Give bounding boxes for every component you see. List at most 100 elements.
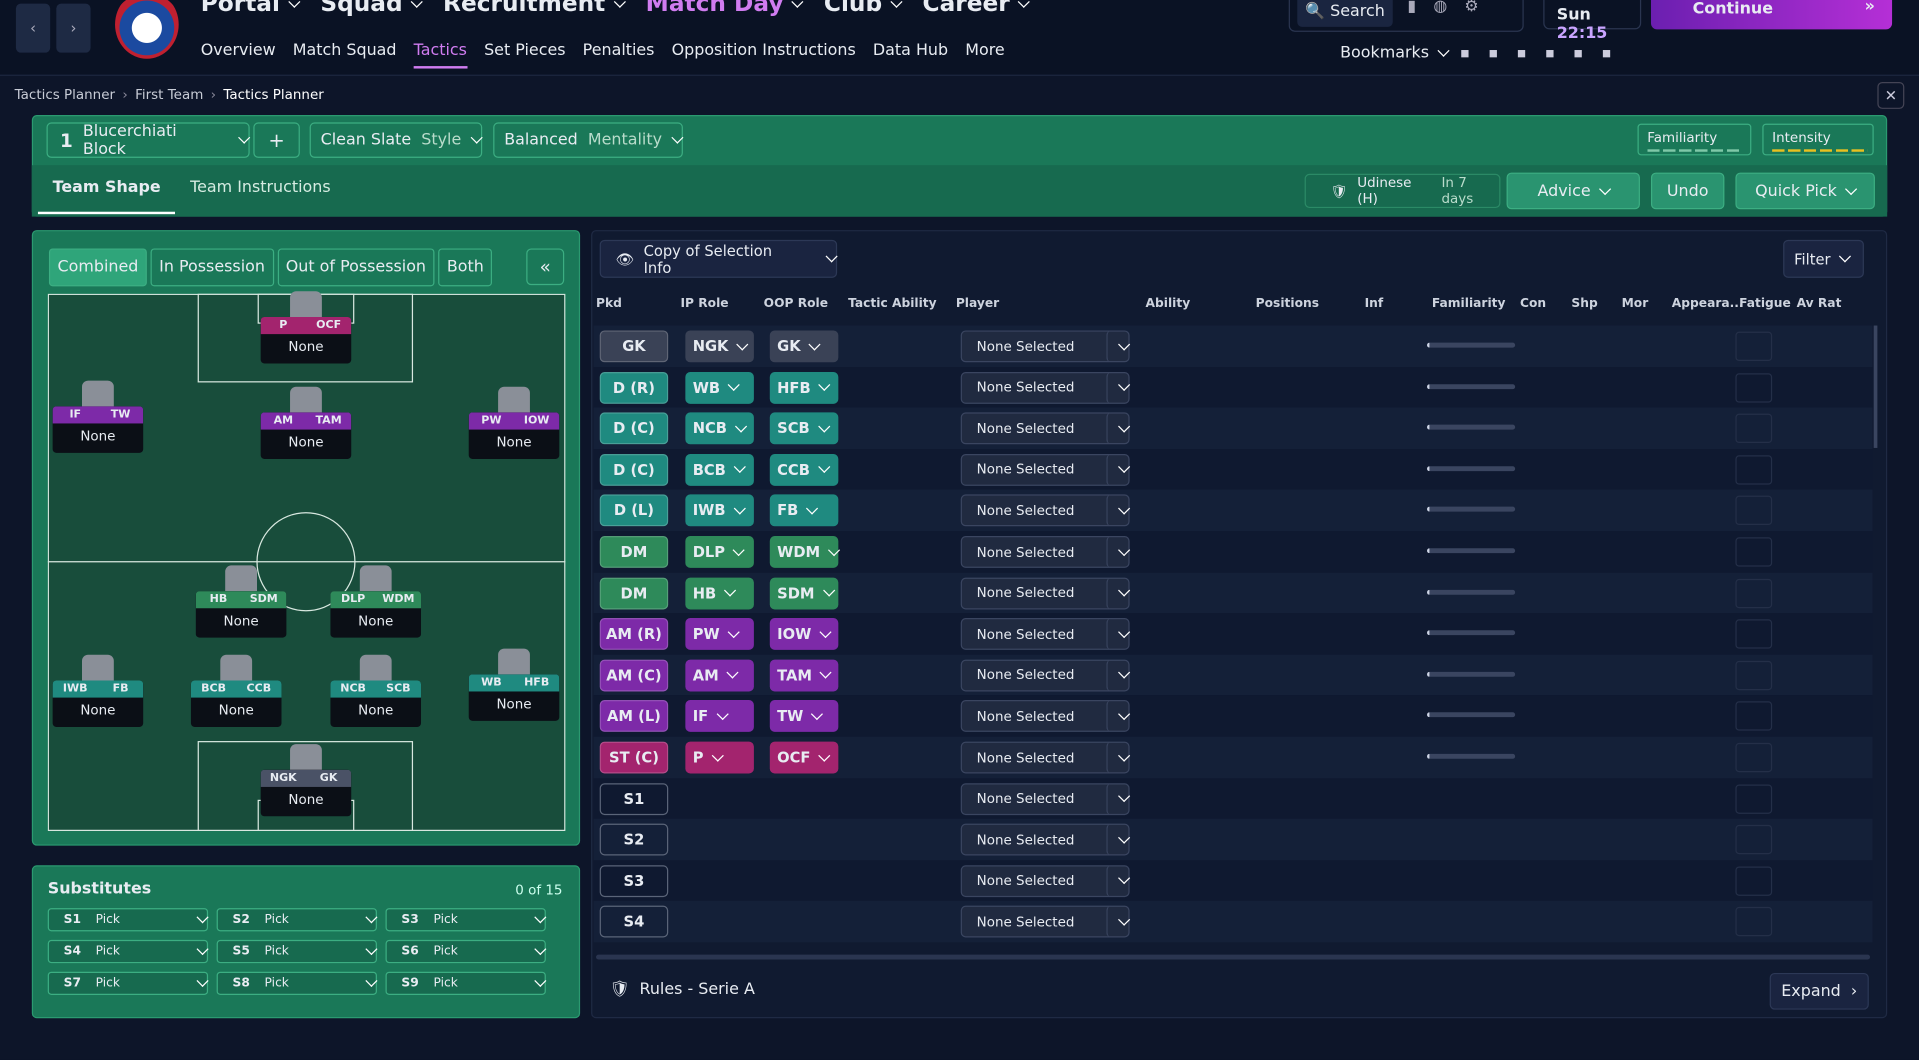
player-card[interactable]: HB SDM None	[195, 591, 287, 638]
sub-slot[interactable]: S5 Pick	[216, 939, 377, 964]
player-select[interactable]: None Selected	[960, 371, 1130, 404]
oop-role[interactable]: FB	[769, 494, 839, 527]
player-select-caret[interactable]	[1106, 700, 1129, 733]
pos-badge[interactable]: S4	[599, 906, 669, 938]
player-select-caret[interactable]	[1106, 906, 1129, 938]
player-card[interactable]: NCB SCB None	[330, 680, 422, 727]
main-nav-item[interactable]: Squad	[320, 0, 421, 17]
player-card[interactable]: P OCF None	[260, 316, 352, 364]
tactic-select[interactable]: 1 Blucerchiati Block	[46, 122, 250, 158]
sub-nav-item[interactable]: Data Hub	[872, 41, 949, 60]
column-header[interactable]: Inf	[1364, 297, 1384, 311]
player-card[interactable]: IWB FB None	[52, 680, 144, 727]
pos-badge[interactable]: ST (C)	[599, 741, 669, 774]
oop-role[interactable]: GK	[769, 330, 839, 363]
pos-badge[interactable]: AM (R)	[599, 618, 669, 651]
player-select[interactable]: None Selected	[960, 618, 1130, 651]
main-nav-item[interactable]: Portal	[201, 0, 299, 17]
column-header[interactable]: Pkd	[596, 297, 622, 311]
player-select[interactable]: None Selected	[960, 330, 1130, 363]
mentality-select[interactable]: Balanced Mentality	[493, 122, 683, 158]
tab[interactable]: Team Shape	[37, 168, 176, 215]
add-tactic[interactable]: +	[253, 122, 300, 158]
column-header[interactable]: Av Rat	[1796, 297, 1842, 311]
column-header[interactable]: Con	[1520, 297, 1547, 311]
column-header[interactable]: Fatigue	[1739, 297, 1791, 311]
player-select[interactable]: None Selected	[960, 536, 1130, 568]
column-header[interactable]: Positions	[1255, 297, 1319, 311]
sub-nav-item[interactable]: Set Pieces	[484, 41, 566, 60]
player-select-caret[interactable]	[1106, 371, 1129, 404]
ip-role[interactable]: HB	[685, 577, 754, 609]
player-card[interactable]: DLP WDM None	[330, 591, 422, 638]
ip-role[interactable]: P	[685, 741, 754, 774]
player-select-caret[interactable]	[1106, 330, 1129, 363]
view-option[interactable]: In Possession	[150, 248, 274, 287]
continue-button[interactable]: Continue»	[1650, 0, 1893, 30]
player-card[interactable]: NGK GK None	[260, 769, 352, 817]
collapse-button[interactable]: «	[526, 248, 565, 286]
player-card[interactable]: WB HFB None	[468, 674, 560, 721]
pos-badge[interactable]: D (C)	[599, 412, 669, 445]
pos-badge[interactable]: DM	[599, 536, 669, 568]
sub-nav-item[interactable]: Opposition Instructions	[671, 41, 856, 60]
style-select[interactable]: Clean Slate Style	[309, 122, 483, 158]
pos-badge[interactable]: D (L)	[599, 494, 669, 527]
player-select[interactable]: None Selected	[960, 906, 1130, 938]
pos-badge[interactable]: DM	[599, 577, 669, 609]
oop-role[interactable]: SDM	[769, 577, 839, 609]
player-select[interactable]: None Selected	[960, 412, 1130, 445]
player-card[interactable]: IF TW None	[52, 406, 144, 453]
action-button[interactable]: Undo	[1650, 172, 1725, 210]
player-select-caret[interactable]	[1106, 823, 1129, 856]
pos-badge[interactable]: AM (L)	[599, 700, 669, 733]
player-select[interactable]: None Selected	[960, 453, 1130, 486]
oop-role[interactable]: OCF	[769, 741, 839, 774]
player-select-caret[interactable]	[1106, 741, 1129, 774]
player-select-caret[interactable]	[1106, 536, 1129, 568]
ip-role[interactable]: DLP	[685, 536, 754, 568]
sub-slot[interactable]: S3 Pick	[385, 908, 546, 932]
ip-role[interactable]: NGK	[685, 330, 754, 363]
column-header[interactable]: Familiarity	[1431, 297, 1506, 311]
view-option[interactable]: Out of Possession	[277, 248, 435, 287]
selection-view[interactable]: 👁 Copy of Selection Info	[599, 239, 838, 278]
forward-button[interactable]: ›	[56, 3, 91, 53]
player-select[interactable]: None Selected	[960, 659, 1130, 692]
filter-button[interactable]: Filter	[1783, 239, 1864, 278]
sub-slot[interactable]: S6 Pick	[385, 939, 546, 964]
search-button[interactable]: 🔍 Search	[1297, 0, 1393, 27]
column-header[interactable]: Tactic Ability	[848, 297, 937, 311]
main-nav-item[interactable]: Career	[923, 0, 1029, 17]
sub-nav-item[interactable]: Tactics	[413, 42, 467, 69]
close-button[interactable]: ✕	[1877, 81, 1905, 109]
sub-slot[interactable]: S8 Pick	[216, 971, 377, 995]
pos-badge[interactable]: AM (C)	[599, 659, 669, 692]
pos-badge[interactable]: S3	[599, 865, 669, 897]
column-header[interactable]: Player	[955, 297, 1000, 311]
pos-badge[interactable]: GK	[599, 330, 669, 363]
sub-nav-item[interactable]: Match Squad	[292, 41, 397, 60]
expand-button[interactable]: Expand ›	[1769, 972, 1869, 1010]
sub-nav-item[interactable]: Overview	[200, 41, 276, 60]
sub-slot[interactable]: S1 Pick	[47, 908, 209, 932]
column-header[interactable]: IP Role	[680, 297, 729, 311]
crumb[interactable]: Tactics Planner	[14, 86, 116, 103]
sub-slot[interactable]: S7 Pick	[47, 971, 209, 995]
ip-role[interactable]: IWB	[685, 494, 754, 527]
bookmarks[interactable]: Bookmarks	[1340, 44, 1447, 62]
column-header[interactable]: Appeara...	[1671, 297, 1744, 311]
player-select[interactable]: None Selected	[960, 741, 1130, 774]
main-nav-item[interactable]: Recruitment	[443, 0, 624, 17]
oop-role[interactable]: TAM	[769, 659, 839, 692]
ip-role[interactable]: NCB	[685, 412, 754, 445]
next-match[interactable]: 🛡 Udinese (H) In 7 days	[1304, 173, 1501, 209]
column-header[interactable]: Mor	[1621, 297, 1649, 311]
sub-slot[interactable]: S4 Pick	[47, 939, 209, 964]
column-header[interactable]: Ability	[1145, 297, 1191, 311]
oop-role[interactable]: CCB	[769, 453, 839, 486]
sub-slot[interactable]: S2 Pick	[216, 908, 377, 932]
ip-role[interactable]: WB	[685, 371, 754, 404]
player-select[interactable]: None Selected	[960, 865, 1130, 897]
player-select-caret[interactable]	[1106, 659, 1129, 692]
